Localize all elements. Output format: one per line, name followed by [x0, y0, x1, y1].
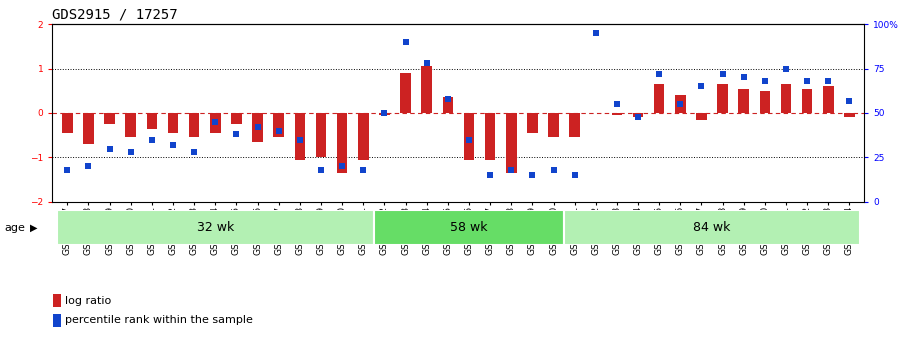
- Bar: [374, 210, 564, 245]
- Bar: [53, 294, 61, 307]
- Bar: [358, 113, 368, 160]
- Point: [567, 172, 582, 178]
- Point: [208, 119, 223, 125]
- Bar: [62, 113, 72, 133]
- Bar: [337, 113, 348, 173]
- Bar: [654, 84, 664, 113]
- Point: [419, 60, 433, 66]
- Point: [800, 78, 814, 84]
- Text: 58 wk: 58 wk: [450, 221, 488, 234]
- Point: [757, 78, 772, 84]
- Bar: [781, 84, 791, 113]
- Point: [229, 131, 243, 137]
- Point: [292, 137, 307, 142]
- Bar: [273, 113, 284, 137]
- Point: [441, 96, 455, 101]
- Bar: [718, 84, 728, 113]
- Bar: [569, 113, 580, 137]
- Bar: [696, 113, 707, 120]
- Bar: [564, 210, 860, 245]
- Bar: [485, 113, 495, 160]
- Bar: [252, 113, 262, 142]
- Point: [398, 39, 413, 45]
- Point: [314, 167, 329, 172]
- Bar: [738, 89, 749, 113]
- Text: 32 wk: 32 wk: [196, 221, 233, 234]
- Bar: [167, 113, 178, 133]
- Point: [547, 167, 561, 172]
- Bar: [633, 113, 643, 117]
- Bar: [443, 97, 453, 113]
- Bar: [400, 73, 411, 113]
- Text: ▶: ▶: [30, 223, 37, 233]
- Bar: [379, 113, 390, 115]
- Text: age: age: [5, 223, 25, 233]
- Point: [821, 78, 835, 84]
- Bar: [759, 91, 770, 113]
- Point: [462, 137, 476, 142]
- Text: 84 wk: 84 wk: [693, 221, 730, 234]
- Bar: [675, 95, 686, 113]
- Bar: [422, 66, 432, 113]
- Point: [715, 71, 729, 77]
- Bar: [294, 113, 305, 160]
- Point: [251, 125, 265, 130]
- Bar: [210, 113, 221, 133]
- Bar: [57, 210, 374, 245]
- Point: [694, 83, 709, 89]
- Point: [166, 142, 180, 148]
- Text: GDS2915 / 17257: GDS2915 / 17257: [52, 8, 178, 22]
- Point: [187, 149, 202, 155]
- Point: [81, 164, 96, 169]
- Bar: [126, 113, 136, 137]
- Bar: [104, 113, 115, 124]
- Point: [483, 172, 498, 178]
- Point: [102, 146, 117, 151]
- Bar: [83, 113, 94, 144]
- Bar: [612, 113, 623, 115]
- Point: [779, 66, 794, 71]
- Point: [525, 172, 539, 178]
- Bar: [53, 314, 61, 327]
- Text: percentile rank within the sample: percentile rank within the sample: [65, 315, 252, 325]
- Point: [631, 114, 645, 119]
- Text: log ratio: log ratio: [65, 296, 111, 306]
- Point: [504, 167, 519, 172]
- Point: [123, 149, 138, 155]
- Point: [377, 110, 392, 116]
- Point: [652, 71, 666, 77]
- Bar: [823, 86, 834, 113]
- Bar: [844, 113, 854, 117]
- Bar: [189, 113, 199, 137]
- Bar: [802, 89, 813, 113]
- Point: [335, 164, 349, 169]
- Bar: [316, 113, 327, 157]
- Point: [673, 101, 688, 107]
- Bar: [506, 113, 517, 173]
- Point: [588, 30, 603, 36]
- Point: [272, 128, 286, 134]
- Point: [610, 101, 624, 107]
- Point: [356, 167, 370, 172]
- Bar: [147, 113, 157, 129]
- Bar: [231, 113, 242, 124]
- Bar: [527, 113, 538, 133]
- Point: [843, 98, 857, 103]
- Bar: [463, 113, 474, 160]
- Point: [737, 75, 751, 80]
- Bar: [548, 113, 558, 137]
- Point: [145, 137, 159, 142]
- Point: [60, 167, 74, 172]
